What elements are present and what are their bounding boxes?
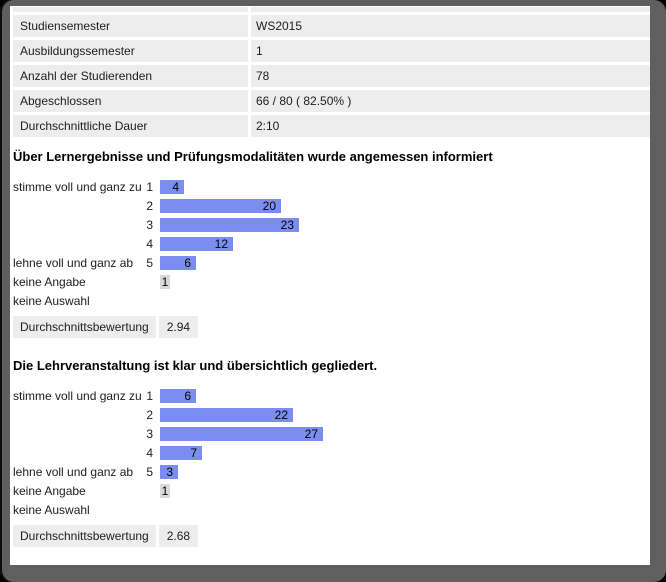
- question-title: Die Lehrveranstaltung ist klar und übers…: [13, 358, 378, 373]
- evaluation-report-page: Studiensemester WS2015 Ausbildungssemest…: [10, 6, 650, 565]
- value-bar: 27: [160, 427, 323, 441]
- scale-number: 2: [146, 408, 153, 422]
- scale-label: stimme voll und ganz zu: [13, 180, 142, 194]
- table-row: Ausbildungssemester 1: [13, 40, 650, 62]
- scale-number: 4: [146, 237, 153, 251]
- info-label: Abgeschlossen: [13, 90, 248, 112]
- value-bar: 6: [160, 389, 196, 403]
- histogram-extra-row: keine Angabe 1: [13, 275, 650, 289]
- histogram-chart: stimme voll und ganz zu 1 4 2 20 3 23 4 12 lehne …: [13, 180, 650, 308]
- info-value: 1: [251, 40, 650, 62]
- extra-label: keine Angabe: [13, 275, 86, 289]
- average-rating-row: Durchschnittsbewertung 2.94: [13, 316, 650, 338]
- histogram-bar-row: 3 27: [13, 427, 650, 441]
- histogram-extra-row: keine Auswahl: [13, 294, 650, 308]
- table-cell-partial: [13, 7, 248, 12]
- average-rating-row: Durchschnittsbewertung 2.68: [13, 525, 650, 547]
- histogram-bar-row: 2 22: [13, 408, 650, 422]
- scale-number: 1: [146, 389, 153, 403]
- question-section-1: Über Lernergebnisse und Prüfungsmodalitä…: [10, 149, 650, 338]
- histogram-bar-row: 4 12: [13, 237, 650, 251]
- table-row: Anzahl der Studierenden 78: [13, 65, 650, 87]
- scale-number: 4: [146, 446, 153, 460]
- value-bar: 6: [160, 256, 196, 270]
- info-value: 78: [251, 65, 650, 87]
- question-title: Über Lernergebnisse und Prüfungsmodalitä…: [13, 149, 493, 164]
- scale-label: lehne voll und ganz ab: [13, 465, 134, 479]
- info-value: 2:10: [251, 115, 650, 137]
- table-row-partial: [13, 7, 650, 12]
- average-value: 2.68: [158, 525, 199, 547]
- no-answer-count: 1: [160, 484, 170, 498]
- value-bar: 7: [160, 446, 202, 460]
- average-label: Durchschnittsbewertung: [13, 525, 156, 547]
- scale-number: 2: [146, 199, 153, 213]
- extra-label: keine Angabe: [13, 484, 86, 498]
- average-label: Durchschnittsbewertung: [13, 316, 156, 338]
- histogram-extra-row: keine Angabe 1: [13, 484, 650, 498]
- question-section-2: Die Lehrveranstaltung ist klar und übers…: [10, 358, 650, 547]
- scale-number: 3: [146, 427, 153, 441]
- value-bar: 3: [160, 465, 178, 479]
- value-bar: 12: [160, 237, 233, 251]
- table-cell-partial: [251, 7, 650, 12]
- scale-number: 1: [146, 180, 153, 194]
- course-info-table: Studiensemester WS2015 Ausbildungssemest…: [10, 15, 650, 137]
- histogram-extra-row: keine Auswahl: [13, 503, 650, 517]
- info-label: Ausbildungssemester: [13, 40, 248, 62]
- value-bar: 23: [160, 218, 299, 232]
- histogram-bar-row: stimme voll und ganz zu 1 4: [13, 180, 650, 194]
- value-bar: 4: [160, 180, 184, 194]
- table-row: Durchschnittliche Dauer 2:10: [13, 115, 650, 137]
- info-label: Durchschnittliche Dauer: [13, 115, 248, 137]
- info-value: 66 / 80 ( 82.50% ): [251, 90, 650, 112]
- scale-label: lehne voll und ganz ab: [13, 256, 134, 270]
- histogram-chart: stimme voll und ganz zu 1 6 2 22 3 27 4 7 lehne v…: [13, 389, 650, 517]
- no-answer-count: 1: [160, 275, 170, 289]
- histogram-bar-row: lehne voll und ganz ab 5 6: [13, 256, 650, 270]
- extra-label: keine Auswahl: [13, 294, 90, 308]
- info-value: WS2015: [251, 15, 650, 37]
- table-row: Studiensemester WS2015: [13, 15, 650, 37]
- info-label: Studiensemester: [13, 15, 248, 37]
- info-label: Anzahl der Studierenden: [13, 65, 248, 87]
- extra-label: keine Auswahl: [13, 503, 90, 517]
- scale-number: 5: [146, 256, 153, 270]
- scale-label: stimme voll und ganz zu: [13, 389, 142, 403]
- histogram-bar-row: 3 23: [13, 218, 650, 232]
- average-value: 2.94: [158, 316, 199, 338]
- value-bar: 20: [160, 199, 281, 213]
- table-row: Abgeschlossen 66 / 80 ( 82.50% ): [13, 90, 650, 112]
- value-bar: 22: [160, 408, 293, 422]
- histogram-bar-row: stimme voll und ganz zu 1 6: [13, 389, 650, 403]
- histogram-bar-row: lehne voll und ganz ab 5 3: [13, 465, 650, 479]
- scale-number: 3: [146, 218, 153, 232]
- histogram-bar-row: 2 20: [13, 199, 650, 213]
- scale-number: 5: [146, 465, 153, 479]
